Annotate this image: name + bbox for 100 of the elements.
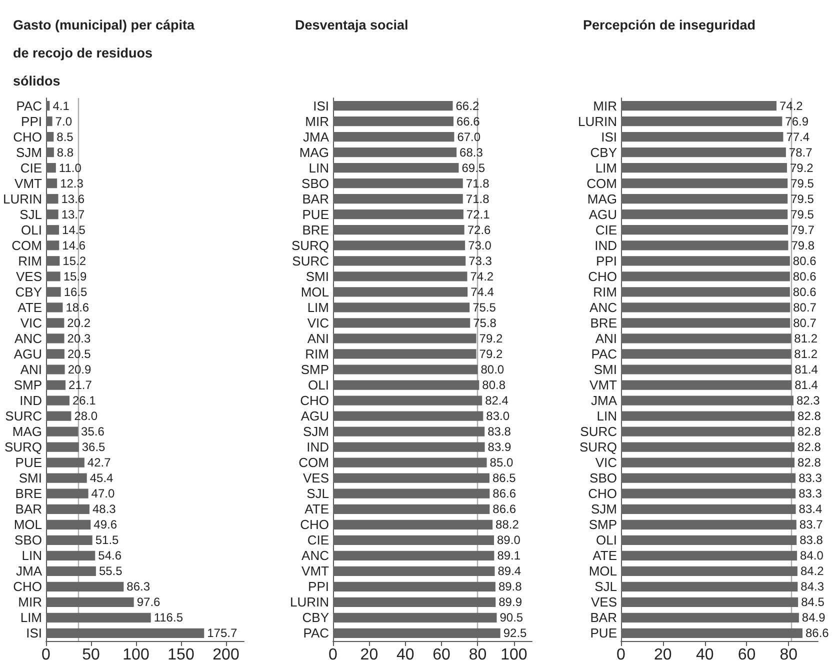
y-tick-label: ANC [590,300,617,315]
y-tick-label: LURIN [578,114,617,129]
bar [333,628,500,638]
data-label: 21.7 [68,378,92,392]
y-tick-label: SURC [580,424,617,440]
x-tick-label: 20 [360,646,378,663]
data-label: 36.5 [82,440,106,454]
bar [621,178,788,188]
data-label: 84.2 [800,564,824,578]
y-tick-label: VMT [14,176,42,191]
y-tick-label: ANI [20,362,42,377]
bar [46,504,90,514]
data-label: 82.4 [485,394,509,408]
y-tick-label: BRE [302,222,330,238]
data-label: 74.2 [780,98,804,113]
data-label: 97.6 [136,595,161,610]
data-label: 80.6 [792,254,817,268]
data-label: 20.3 [67,331,91,346]
x-tick-label: 0 [42,646,51,663]
data-label: 79.5 [790,207,814,222]
y-tick-label: PPI [21,114,42,129]
bar [621,612,799,623]
bar [621,364,792,374]
data-label: 89.0 [497,533,521,548]
data-label: 72.1 [466,207,490,222]
data-label: 84.0 [800,548,824,563]
y-tick-label: SURC [292,253,329,268]
y-tick-label: SBO [590,470,617,486]
y-tick-label: PUE [302,206,330,222]
data-label: 13.7 [61,207,86,222]
y-tick-label: LIN [596,408,617,424]
bar [333,147,457,158]
data-label: 42.7 [87,456,112,470]
y-tick-label: SURC [5,408,42,424]
bar [621,147,786,158]
y-tick-label: SBO [14,532,42,548]
bar [46,396,70,406]
bar [333,178,463,188]
y-tick-label: CHO [300,517,329,532]
bar [333,240,466,250]
bar [46,334,64,344]
bar [46,272,60,282]
bar [333,194,463,204]
y-tick-label: SBO [302,176,329,191]
bar [621,520,796,530]
bar [46,520,91,530]
y-tick-label: MIR [305,114,329,129]
data-label: 83.3 [798,486,822,501]
data-label: 74.2 [470,269,494,284]
data-label: 15.9 [63,269,87,284]
data-label: 14.5 [62,222,86,237]
bar [621,566,798,576]
data-label: 49.6 [94,518,118,532]
x-tick-label: 200 [212,646,240,663]
data-label: 71.8 [466,192,490,206]
data-label: 18.6 [66,300,90,314]
data-label: 83.7 [799,518,824,532]
bar [333,210,464,220]
data-label: 7.0 [55,114,72,128]
y-tick-label: CBY [302,610,330,626]
chart-title: Percepción de inseguridad [583,18,756,32]
bar [621,163,787,173]
bar [333,458,487,468]
x-tick-label: 0 [616,646,626,663]
y-tick-label: AGU [588,206,617,222]
y-tick-label: PAC [16,98,42,114]
bar [333,318,470,328]
y-tick-label: BAR [590,610,617,626]
bar [621,597,798,608]
y-tick-label: ISI [601,129,617,144]
data-label: 47.0 [91,486,115,501]
data-label: 20.2 [67,316,91,330]
data-label: 11.0 [58,160,82,175]
data-label: 89.1 [497,548,521,563]
bar [621,194,788,204]
data-label: 89.8 [498,580,522,594]
data-label: 175.7 [207,626,238,640]
y-tick-label: JMA [591,393,618,408]
y-tick-label: PAC [591,346,617,362]
y-tick-label: JMA [16,564,42,579]
y-tick-label: RIM [593,284,617,300]
y-tick-label: SJL [20,206,42,222]
bar [333,163,459,173]
bar [621,396,794,406]
y-tick-label: RIM [305,346,329,362]
bar [333,535,494,545]
y-tick-label: ATE [592,548,618,564]
y-tick-label: JMA [303,129,330,144]
bar [621,380,792,390]
y-tick-label: IND [306,440,329,455]
x-tick-label: 100 [500,646,528,663]
bar [46,163,56,173]
data-label: 84.9 [802,610,826,625]
y-tick-label: LIN [308,160,329,176]
data-label: 86.6 [805,626,830,640]
y-tick-label: ISI [313,98,329,114]
y-tick-label: SJM [16,144,42,160]
data-label: 79.8 [791,238,815,252]
y-tick-label: SMI [18,470,42,486]
y-tick-label: LURIN [290,594,329,610]
